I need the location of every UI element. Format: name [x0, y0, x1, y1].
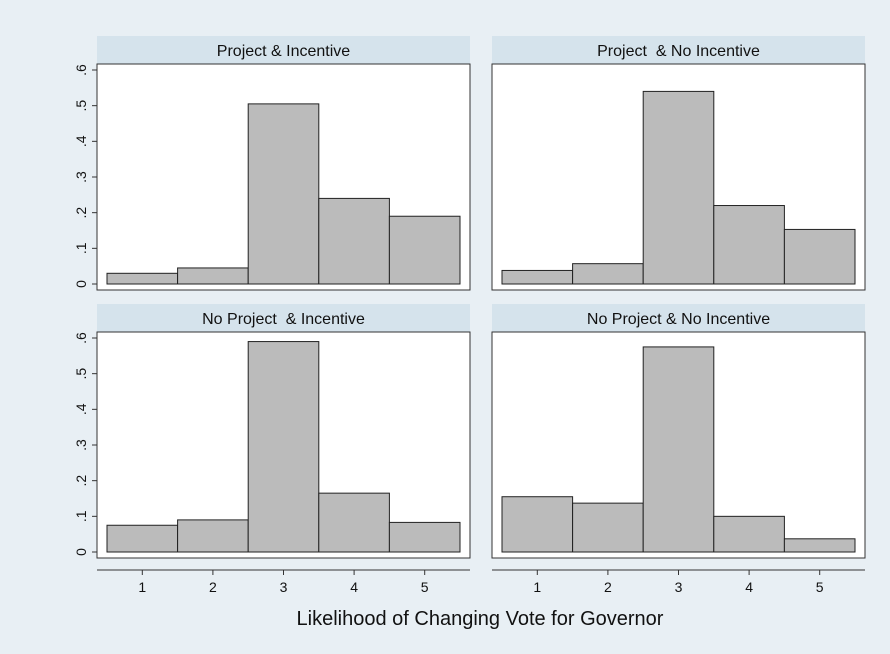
- y-tick-label: .5: [73, 368, 89, 380]
- facet-panel: No Project & Incentive 0 .1 .2 .3 .4 .5 .6 1 2 3 4 5: [73, 304, 471, 595]
- y-tick-label: .5: [73, 100, 89, 112]
- x-tick-label: 3: [280, 579, 288, 595]
- facet-strip: [492, 36, 865, 64]
- y-tick-label: .1: [73, 242, 89, 254]
- facet-strip: [97, 304, 470, 332]
- bar-5: [783, 228, 856, 285]
- bar-3: [642, 346, 715, 553]
- bar-1: [501, 496, 574, 553]
- bar-5: [388, 521, 461, 553]
- x-axis-title: Likelihood of Changing Vote for Governor: [297, 608, 664, 630]
- x-tick-label: 2: [209, 579, 217, 595]
- y-tick-label: .4: [73, 403, 89, 415]
- facet-title: Project & Incentive: [217, 43, 351, 60]
- bar-4: [713, 515, 785, 553]
- x-tick-label: 2: [604, 579, 612, 595]
- bar-2: [572, 263, 644, 285]
- y-tick-label: .3: [73, 171, 89, 183]
- y-tick-label: .4: [73, 135, 89, 147]
- bar-5: [388, 215, 461, 285]
- bar-2: [572, 502, 644, 553]
- facet-panel: Project & Incentive 0 .1 .2 .3 .4 .5 .6: [73, 36, 471, 291]
- bar-3: [247, 103, 320, 285]
- x-tick-label: 5: [421, 579, 429, 595]
- facet-strip: [97, 36, 470, 64]
- bar-4: [318, 492, 390, 553]
- y-tick-label: .2: [73, 475, 89, 487]
- bar-5: [783, 538, 856, 553]
- bar-4: [318, 197, 390, 285]
- bar-1: [501, 269, 574, 285]
- bar-2: [177, 267, 249, 285]
- bar-2: [177, 519, 249, 553]
- x-tick-label: 1: [138, 579, 146, 595]
- y-tick-label: 0: [73, 548, 89, 556]
- x-tick-label: 5: [816, 579, 824, 595]
- y-tick-label: .3: [73, 439, 89, 451]
- y-tick-label: 0: [73, 280, 89, 288]
- bar-3: [642, 90, 715, 285]
- bar-3: [247, 341, 320, 553]
- y-tick-label: .2: [73, 207, 89, 219]
- facet-title: No Project & No Incentive: [587, 311, 770, 328]
- x-tick-label: 3: [675, 579, 683, 595]
- y-tick-label: .6: [73, 332, 89, 344]
- x-tick-label: 4: [745, 579, 753, 595]
- bar-1: [106, 272, 179, 285]
- bar-1: [106, 524, 179, 553]
- facet-panel: Project & No Incentive: [491, 36, 866, 291]
- x-tick-label: 1: [533, 579, 541, 595]
- bar-4: [713, 205, 785, 285]
- y-tick-label: .1: [73, 510, 89, 522]
- facet-panel: No Project & No Incentive 1 2 3 4 5: [491, 304, 866, 595]
- facet-title: Project & No Incentive: [597, 43, 760, 60]
- x-tick-label: 4: [350, 579, 358, 595]
- y-tick-label: .6: [73, 64, 89, 76]
- facet-strip: [492, 304, 865, 332]
- facet-title: No Project & Incentive: [202, 311, 365, 328]
